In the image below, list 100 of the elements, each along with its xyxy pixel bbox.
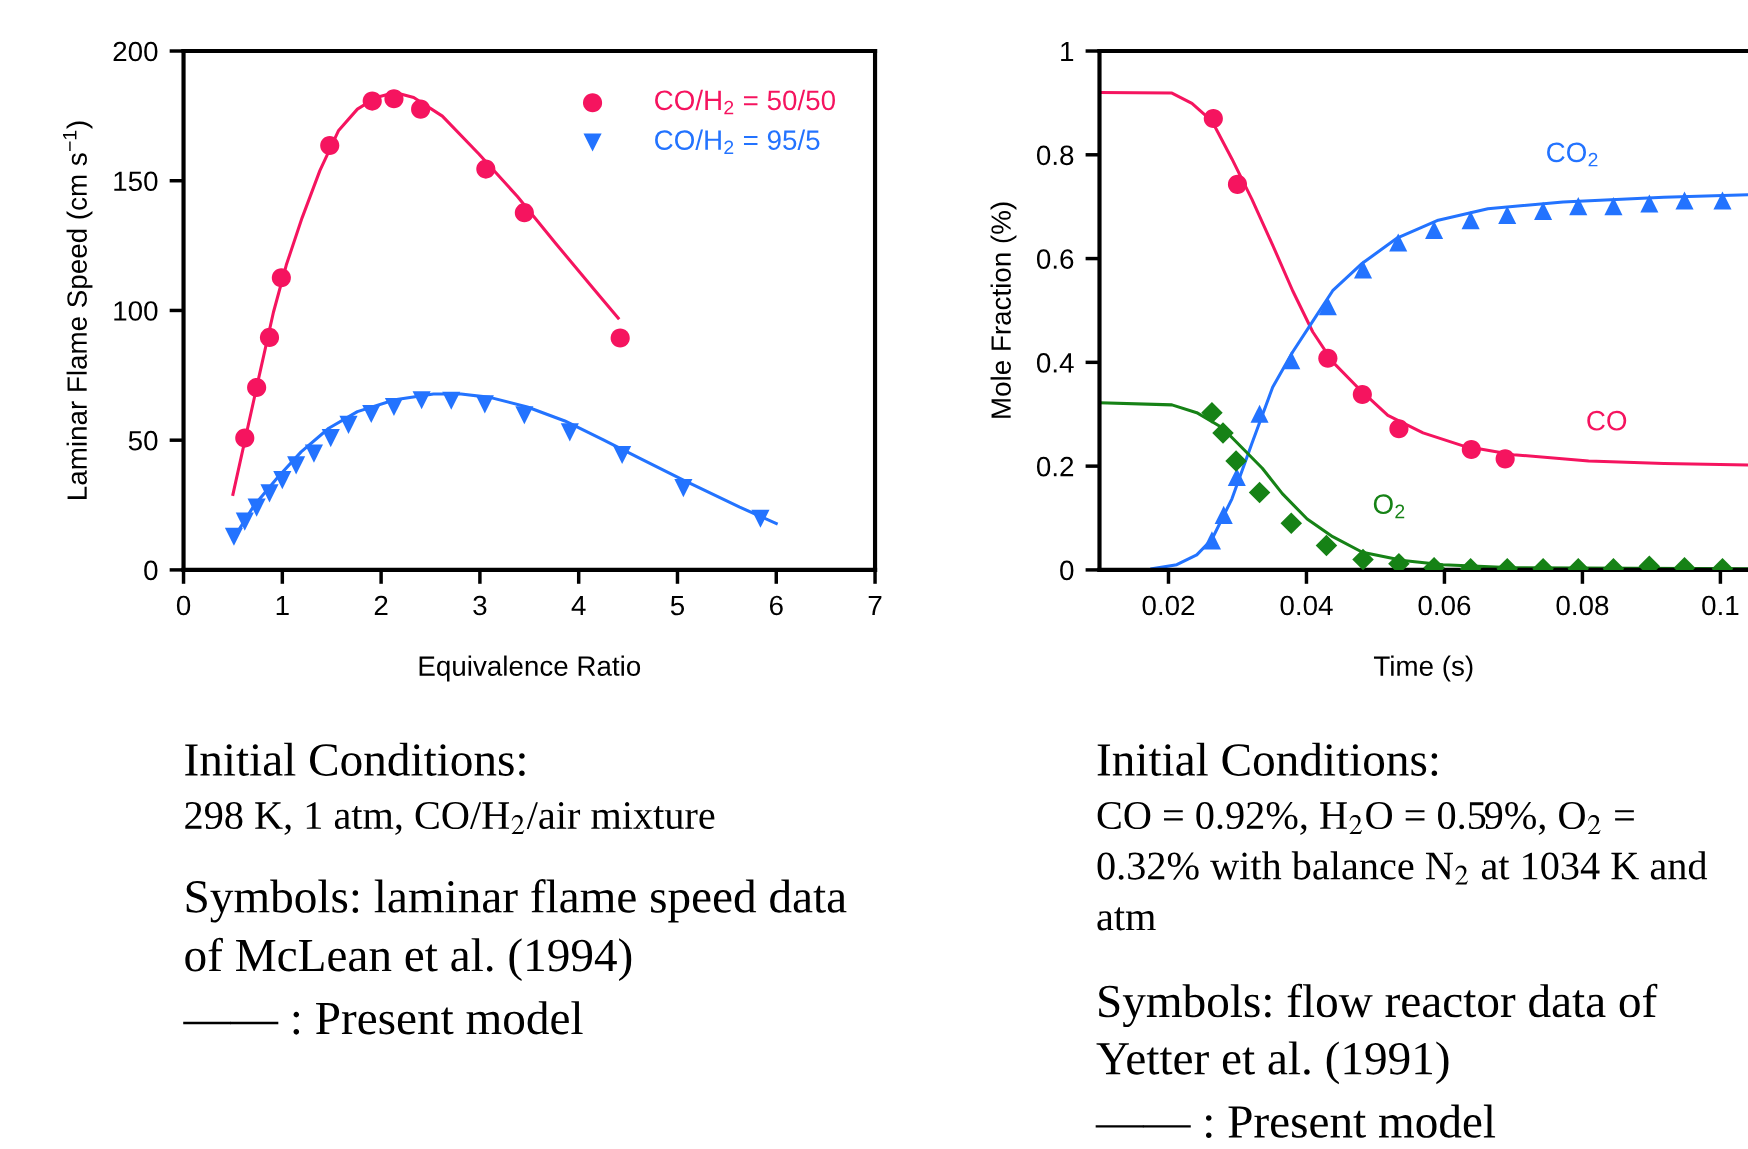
text: Symbols: laminar flame speed data <box>186 879 847 923</box>
y-tick-label: 0.8 <box>1036 145 1074 166</box>
y-tick-label: 0.4 <box>1036 353 1074 373</box>
x-tick-label: 4 <box>571 595 586 616</box>
point <box>560 423 579 442</box>
point <box>320 135 340 156</box>
x-tick-label: 0.04 <box>1280 595 1333 616</box>
y-tick-label: 100 <box>114 301 158 321</box>
point <box>1569 197 1588 216</box>
line-series <box>1099 91 1748 467</box>
point <box>271 268 291 288</box>
x-tick-label: 3 <box>473 595 487 616</box>
text: Symbols: flow reactor data of <box>1099 983 1658 1028</box>
x-tick-label: 2 <box>374 595 388 616</box>
y-tick-label: 1 <box>1061 41 1074 62</box>
point <box>442 391 461 410</box>
x-tick-label: 5 <box>670 595 685 616</box>
point <box>1214 505 1233 524</box>
point <box>304 444 323 463</box>
y-axis-title: Mole Fraction (%) <box>990 202 1017 418</box>
y-tick-label: 0 <box>1060 560 1074 581</box>
text: —— : Present model <box>183 1001 583 1035</box>
y-tick-label: 50 <box>128 430 158 451</box>
y-tick-label: 0.2 <box>1036 456 1074 477</box>
point <box>1248 481 1271 504</box>
point <box>384 397 404 417</box>
point <box>1640 194 1659 213</box>
point <box>1352 384 1372 405</box>
x-tick-label: 7 <box>868 595 882 616</box>
point <box>1425 220 1444 240</box>
point <box>321 429 340 448</box>
x-tick-label: 0.02 <box>1142 595 1195 616</box>
point <box>362 404 381 424</box>
point <box>1389 233 1408 252</box>
series-label: CO$_{2}$ <box>1547 142 1598 167</box>
text: CO = 0.92%, H$_{2}$O = 0.59%, O$_{2}$ = <box>1097 801 1634 835</box>
point <box>260 484 279 503</box>
point <box>235 428 255 448</box>
point <box>1352 548 1374 570</box>
y-tick-label: 150 <box>114 171 158 192</box>
text: CO <box>1587 410 1627 431</box>
point <box>1495 449 1515 469</box>
y-tick-label: 200 <box>113 41 158 62</box>
point <box>1227 467 1246 487</box>
text: —— : Present model <box>1095 1104 1496 1139</box>
point <box>224 527 243 546</box>
point <box>1461 439 1481 460</box>
point <box>1713 191 1732 210</box>
text: 0.32% with balance N$_{2}$ at 1034 K and <box>1097 851 1708 885</box>
point <box>247 377 267 398</box>
x-axis-title: Equivalence Ratio <box>419 655 641 682</box>
x-tick-label: 6 <box>769 595 783 616</box>
point <box>1461 211 1480 230</box>
y-tick-label: 0.6 <box>1036 249 1074 269</box>
point <box>1227 174 1248 194</box>
point <box>1225 450 1247 472</box>
text: 298 K, 1 atm, CO/H$_{2}$/air mixture <box>185 801 715 835</box>
text: Yetter et al. (1991) <box>1096 1041 1449 1085</box>
point <box>339 415 358 434</box>
point <box>751 509 770 528</box>
point <box>1202 531 1221 550</box>
x-axis-title: Time (s) <box>1373 655 1473 682</box>
y-axis-title: Laminar Flame Speed (cm s$^{−1}$) <box>63 121 93 499</box>
point <box>1318 297 1337 316</box>
point <box>476 159 496 179</box>
series-label: O$_{2}$ <box>1373 494 1405 519</box>
point <box>1498 205 1517 225</box>
x-tick-label: 1 <box>276 595 289 616</box>
point <box>674 479 693 498</box>
point <box>515 406 534 425</box>
point <box>1282 351 1301 370</box>
point <box>412 391 431 410</box>
x-tick-label: 0.08 <box>1556 595 1609 616</box>
x-tick-label: 0.1 <box>1702 595 1739 616</box>
point <box>411 99 431 119</box>
point <box>235 512 254 531</box>
point <box>273 471 292 490</box>
point <box>475 395 494 414</box>
point <box>1315 534 1338 557</box>
x-tick-label: 0.06 <box>1418 595 1471 616</box>
point <box>1212 422 1234 444</box>
point <box>1318 348 1338 368</box>
point <box>1534 201 1553 220</box>
line-series <box>231 91 620 496</box>
point <box>613 445 632 465</box>
point <box>1389 419 1409 439</box>
x-tick-label: 0 <box>176 595 191 616</box>
point <box>610 328 630 348</box>
text: of McLean et al. (1994) <box>185 937 632 982</box>
legend-label: CO/H$_{2}$ = 95/5 <box>655 129 820 155</box>
point <box>1201 401 1223 424</box>
point <box>384 89 404 109</box>
text: Initial Conditions: <box>1097 742 1438 777</box>
text: atm <box>1097 907 1156 931</box>
point <box>1280 512 1303 534</box>
point <box>1250 404 1269 423</box>
point <box>247 498 266 517</box>
y-tick-label: 0 <box>144 560 158 581</box>
point <box>1675 191 1694 210</box>
point <box>1604 197 1623 216</box>
